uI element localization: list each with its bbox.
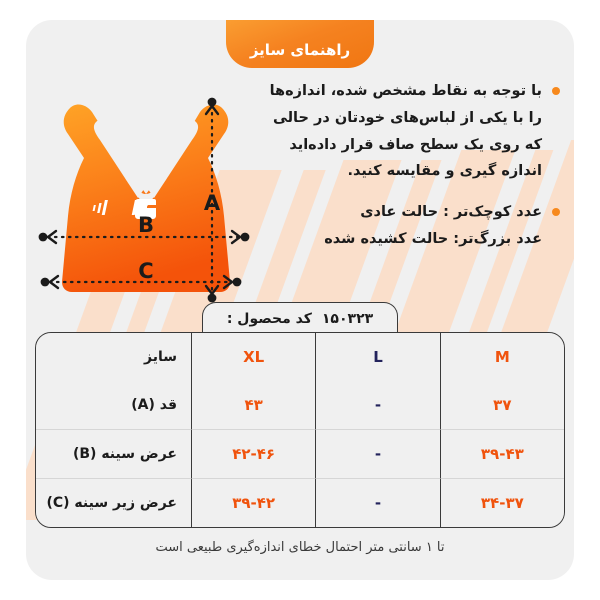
marker-label-a: A xyxy=(204,191,221,215)
bullet-icon xyxy=(552,208,560,217)
size-table: M L XL سایز ۳۷ - ۴۳ قد (A) ۳۹-۴۳ - ۴۲-۴۶ xyxy=(35,332,565,528)
row-label-bust-width: عرض سینه (B) xyxy=(36,430,191,479)
table-row: ۳۷ - ۴۳ قد (A) xyxy=(36,381,564,430)
row-label-length: قد (A) xyxy=(36,381,191,430)
size-table-wrapper: M L XL سایز ۳۷ - ۴۳ قد (A) ۳۹-۴۳ - ۴۲-۴۶ xyxy=(35,332,565,528)
cell-xl: ۳۹-۴۲ xyxy=(191,479,316,527)
cell-l: - xyxy=(315,381,440,430)
product-code-pill: ۱۵۰۳۲۳ کد محصول : xyxy=(202,302,398,334)
column-header-l: L xyxy=(315,333,440,381)
cell-m: ۳۷ xyxy=(439,381,564,430)
instructions-column: با توجه به نقاط مشخص شده، اندازه‌ها را ب… xyxy=(240,78,560,253)
note-line: با توجه به نقاط مشخص شده، اندازه‌ها xyxy=(269,83,542,99)
sports-bra-diagram: A B C xyxy=(34,82,256,314)
row-label-underbust-width: عرض زیر سینه (C) xyxy=(36,479,191,527)
measurement-tolerance-note: تا ۱ سانتی متر احتمال خطای اندازه‌گیری ط… xyxy=(155,540,445,555)
product-code-value: ۱۵۰۳۲۳ xyxy=(321,310,374,327)
table-row: ۳۴-۳۷ - ۳۹-۴۲ عرض زیر سینه (C) xyxy=(36,479,564,527)
column-header-size: سایز xyxy=(36,333,191,381)
cell-m: ۳۴-۳۷ xyxy=(439,479,564,527)
marker-label-b: B xyxy=(138,213,154,237)
cell-l: - xyxy=(315,479,440,527)
size-guide-badge: راهنمای سایز xyxy=(226,20,374,68)
note-line: عدد بزرگ‌تر: حالت کشیده شده xyxy=(324,231,542,248)
column-header-xl: XL xyxy=(191,333,316,381)
table-header-row: M L XL سایز xyxy=(36,333,564,381)
note-line: را با یکی از لباس‌های خودتان در حالی xyxy=(272,109,542,126)
product-code-label: کد محصول : xyxy=(226,310,312,327)
bullet-icon xyxy=(552,87,560,95)
note-line: اندازه گیری و مقایسه کنید. xyxy=(347,163,542,180)
column-header-m: M xyxy=(439,333,564,381)
cell-m: ۳۹-۴۳ xyxy=(439,430,564,479)
note-line: عدد کوچک‌تر : حالت عادی xyxy=(360,204,542,221)
note-measurement-instruction: با توجه به نقاط مشخص شده، اندازه‌ها را ب… xyxy=(240,78,560,185)
cell-l: - xyxy=(315,430,440,479)
note-line: که روی یک سطح صاف قرار داده‌اید xyxy=(289,136,542,153)
note-stretch: عدد کوچک‌تر : حالت عادی عدد بزرگ‌تر: حال… xyxy=(240,199,560,253)
cell-xl: ۴۲-۴۶ xyxy=(191,430,316,479)
badge-label: راهنمای سایز xyxy=(249,41,351,59)
marker-label-c: C xyxy=(138,259,153,283)
cell-xl: ۴۳ xyxy=(191,381,316,430)
table-row: ۳۹-۴۳ - ۴۲-۴۶ عرض سینه (B) xyxy=(36,430,564,479)
size-guide-card: راهنمای سایز xyxy=(26,20,574,580)
